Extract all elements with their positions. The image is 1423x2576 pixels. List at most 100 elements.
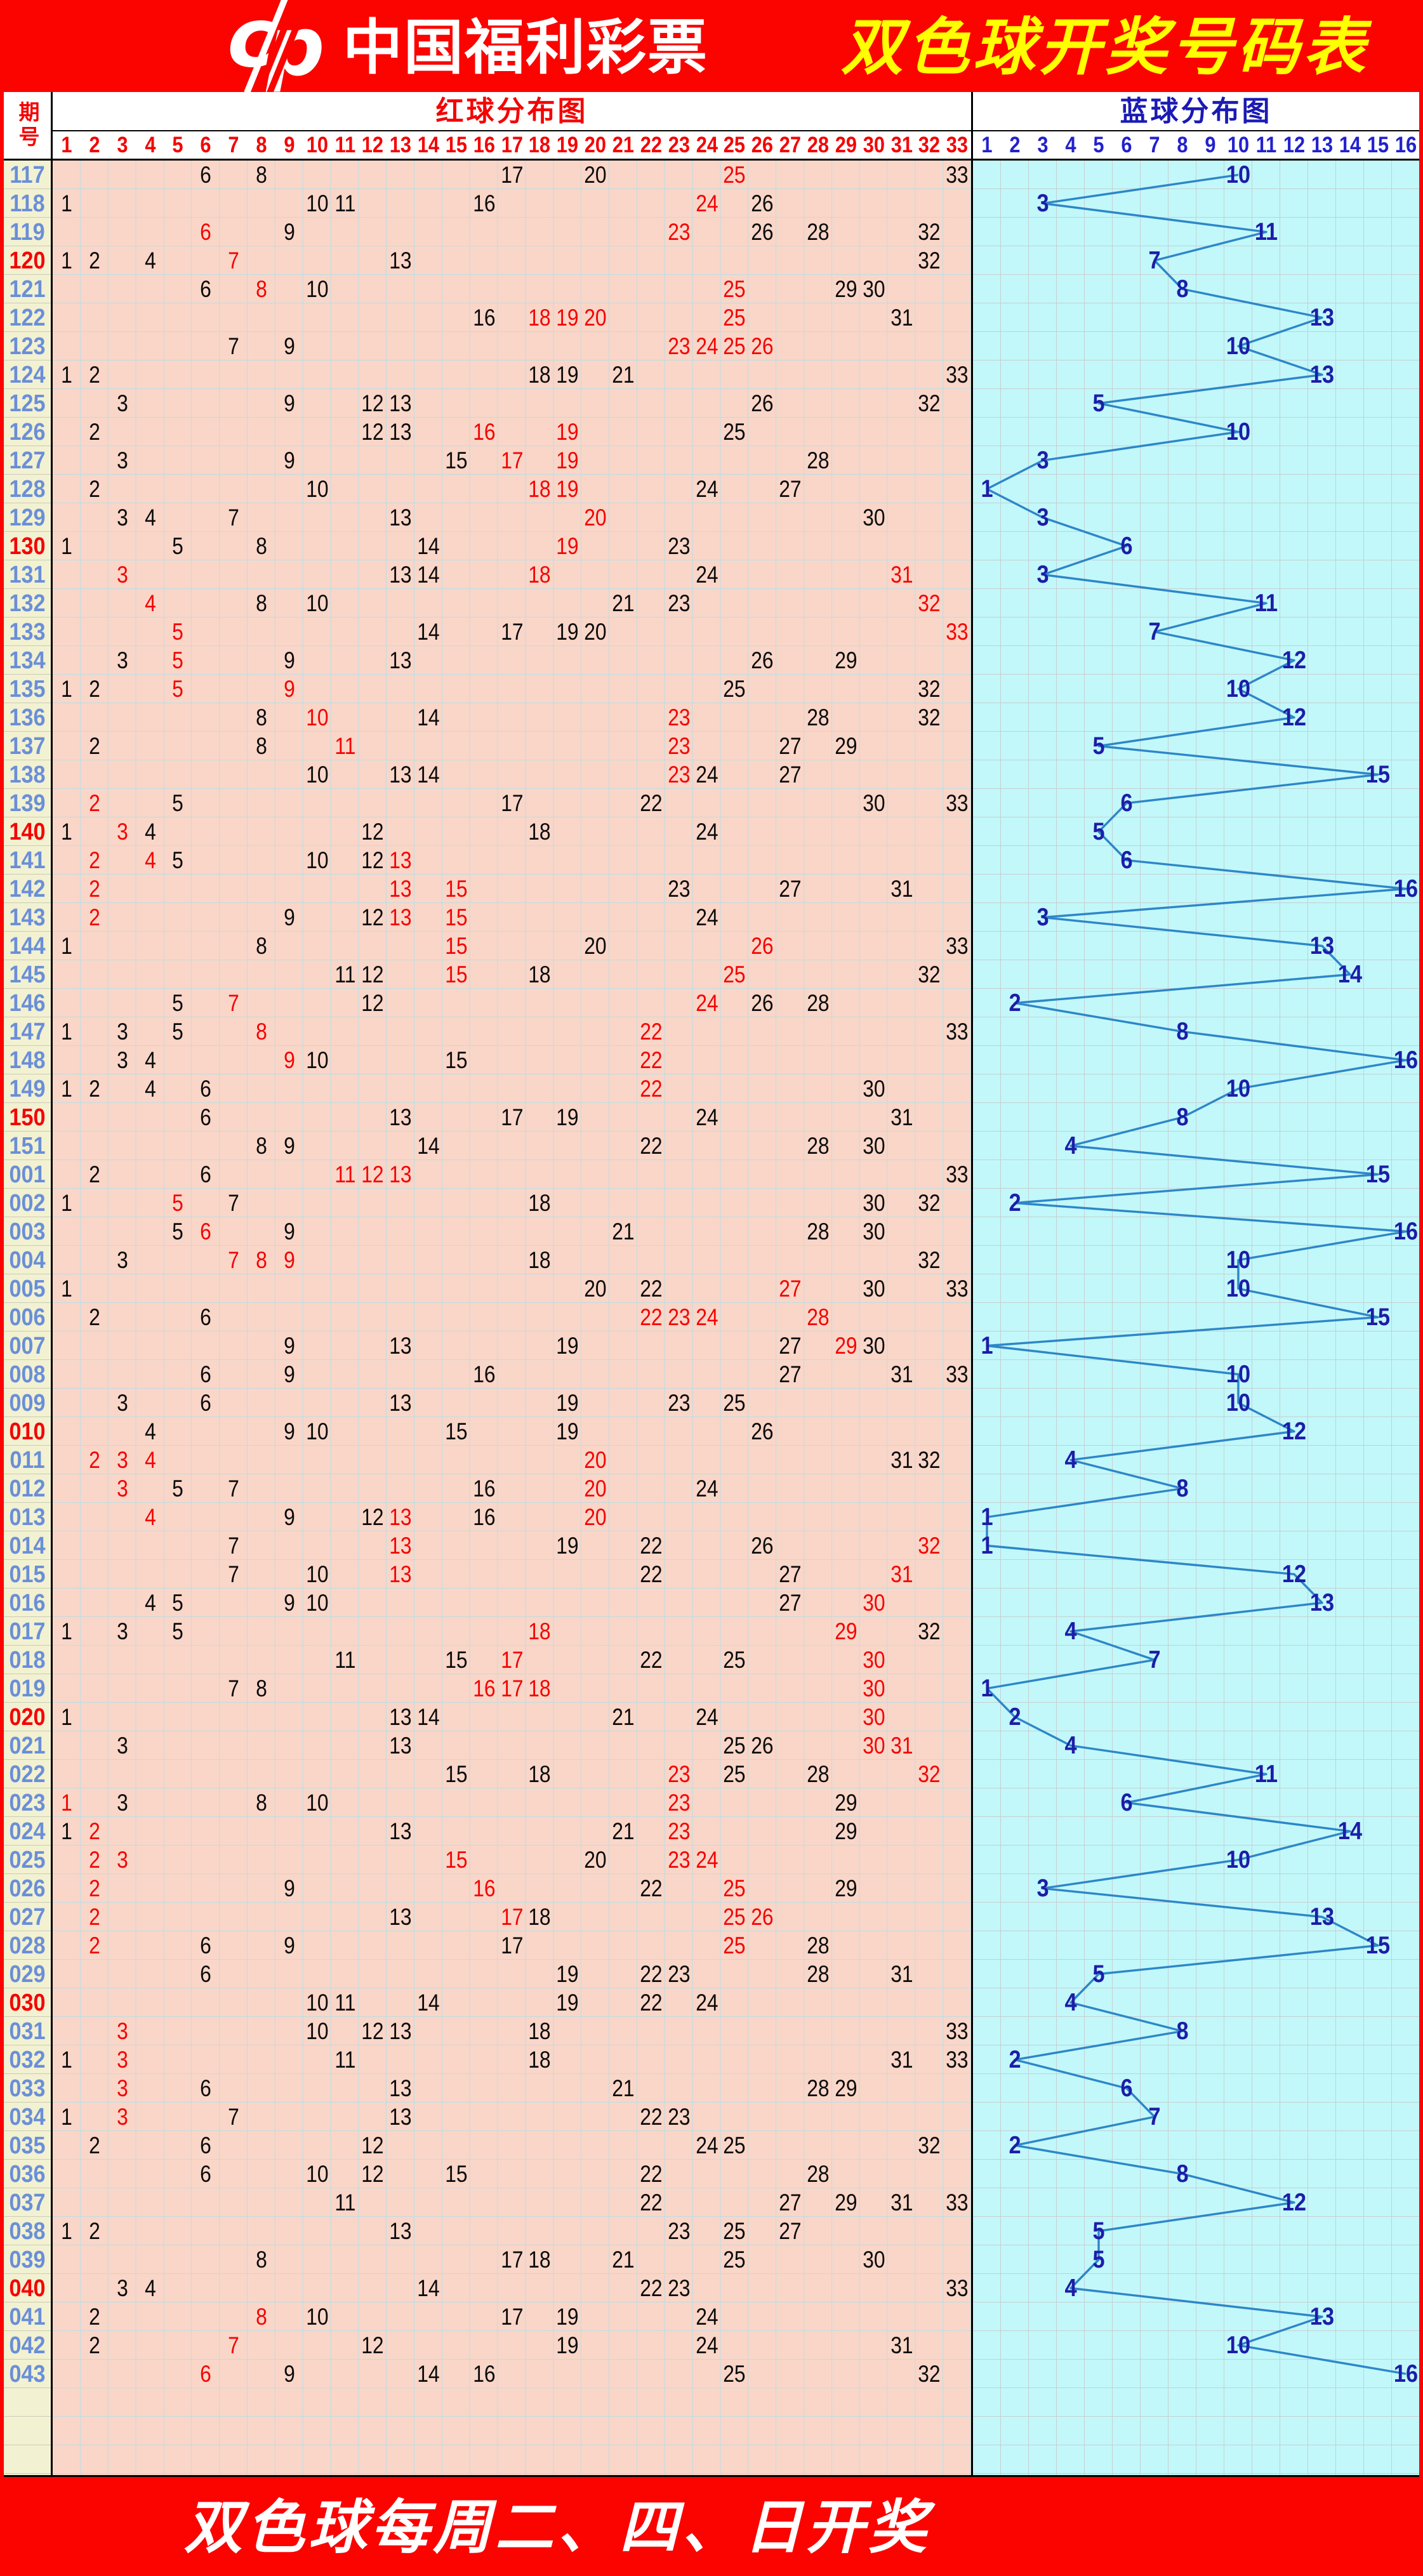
red-ball-number: 14: [417, 2275, 440, 2301]
red-ball-number: 13: [389, 1561, 412, 1587]
red-ball-number: 8: [256, 2304, 267, 2330]
red-ball-number: 19: [556, 476, 579, 502]
red-ball-number: 22: [640, 1990, 663, 2016]
red-ball-number: 12: [361, 1504, 384, 1530]
blue-ball-number: 4: [1064, 1446, 1077, 1474]
red-ball-number: 2: [88, 362, 100, 388]
red-ball-number: 3: [116, 505, 128, 531]
period-number: 019: [9, 1675, 46, 1702]
red-ball-number: 20: [584, 162, 607, 188]
red-ball-number: 21: [612, 590, 635, 616]
red-ball-number: 24: [695, 2332, 718, 2358]
red-ball-number: 5: [172, 847, 184, 873]
red-ball-number: 26: [751, 190, 774, 216]
red-ball-number: 17: [500, 447, 524, 473]
red-ball-number: 7: [228, 1561, 239, 1587]
period-number: 017: [9, 1618, 46, 1645]
red-column-header: 16: [473, 133, 495, 157]
red-ball-number: 24: [695, 1476, 718, 1502]
blue-column-header: 9: [1205, 133, 1216, 157]
red-ball-number: 27: [779, 1361, 802, 1387]
red-ball-number: 14: [417, 562, 440, 588]
red-ball-number: 8: [256, 1790, 267, 1816]
table-header: [0, 92, 1423, 161]
red-ball-number: 1: [61, 2104, 72, 2130]
red-ball-number: 1: [61, 1618, 72, 1644]
red-ball-number: 24: [695, 476, 718, 502]
red-ball-number: 29: [835, 1618, 857, 1644]
red-ball-number: 13: [389, 248, 412, 274]
red-ball-number: 5: [172, 1019, 184, 1045]
red-ball-number: 30: [862, 1647, 885, 1673]
red-ball-number: 11: [334, 961, 355, 987]
red-ball-number: 29: [835, 1790, 857, 1816]
red-ball-number: 13: [389, 2104, 412, 2130]
period-number: 120: [9, 248, 46, 274]
blue-column-header: 5: [1093, 133, 1104, 157]
red-ball-number: 22: [640, 1304, 663, 1330]
red-column-header: 10: [306, 133, 328, 157]
blue-ball-number: 10: [1226, 1361, 1251, 1388]
red-ball-number: 17: [500, 1675, 524, 1701]
red-ball-number: 6: [200, 1104, 212, 1130]
red-column-header: 21: [612, 133, 635, 157]
red-ball-number: 18: [528, 1247, 552, 1273]
blue-column-header: 16: [1394, 133, 1417, 157]
blue-ball-number: 5: [1092, 2217, 1105, 2245]
red-ball-number: 23: [667, 762, 691, 788]
period-number: 137: [9, 733, 46, 760]
red-ball-number: 2: [88, 1161, 100, 1187]
blue-ball-number: 5: [1092, 818, 1105, 845]
red-ball-number: 24: [695, 1704, 718, 1730]
period-number: 018: [9, 1647, 46, 1674]
red-ball-number: 13: [389, 904, 412, 930]
red-ball-number: 24: [695, 2304, 718, 2330]
red-ball-number: 19: [556, 1533, 579, 1559]
blue-ball-number: 12: [1281, 1418, 1307, 1445]
red-ball-number: 6: [200, 1961, 212, 1987]
period-number: 040: [9, 2275, 46, 2302]
red-ball-number: 28: [807, 2161, 830, 2187]
red-ball-number: 30: [862, 505, 885, 531]
period-number: 024: [9, 1818, 46, 1845]
blue-ball-number: 2: [1009, 1189, 1021, 1217]
red-ball-number: 1: [61, 248, 72, 274]
red-ball-number: 19: [556, 305, 579, 331]
period-number: 144: [9, 933, 46, 960]
red-ball-number: 23: [667, 1304, 691, 1330]
red-ball-number: 19: [556, 1961, 579, 1987]
blue-column-header: 8: [1177, 133, 1188, 157]
period-number: 117: [10, 162, 45, 188]
red-ball-number: 11: [334, 733, 355, 759]
blue-ball-number: 10: [1226, 675, 1251, 703]
period-number: 031: [9, 2018, 46, 2045]
red-ball-number: 2: [88, 790, 100, 816]
cwl-logo-icon: c p: [227, 0, 329, 95]
red-ball-number: 29: [835, 1875, 857, 1901]
period-number: 123: [9, 333, 46, 360]
red-ball-number: 9: [283, 1418, 295, 1444]
blue-ball-number: 1: [981, 1503, 993, 1531]
red-ball-number: 26: [751, 333, 774, 359]
period-number: 038: [9, 2218, 46, 2245]
red-ball-number: 5: [172, 676, 184, 702]
red-ball-number: 33: [946, 1019, 969, 1045]
red-ball-number: 31: [890, 1733, 913, 1759]
red-ball-number: 3: [116, 1618, 128, 1644]
red-ball-number: 30: [862, 1076, 885, 1102]
red-ball-number: 24: [695, 819, 718, 845]
red-ball-number: 10: [305, 1047, 329, 1073]
red-ball-number: 25: [723, 2247, 746, 2273]
red-ball-number: 6: [200, 219, 212, 245]
red-ball-number: 27: [779, 762, 802, 788]
red-ball-number: 1: [61, 2218, 72, 2244]
red-ball-number: 15: [445, 1647, 468, 1673]
period-number: 015: [9, 1561, 46, 1588]
red-ball-number: 22: [640, 1961, 663, 1987]
blue-column-header: 11: [1255, 133, 1277, 157]
red-ball-number: 25: [723, 419, 746, 445]
red-ball-number: 26: [751, 1418, 774, 1444]
blue-ball-number: 10: [1226, 418, 1251, 446]
blue-column-header: 13: [1311, 133, 1334, 157]
